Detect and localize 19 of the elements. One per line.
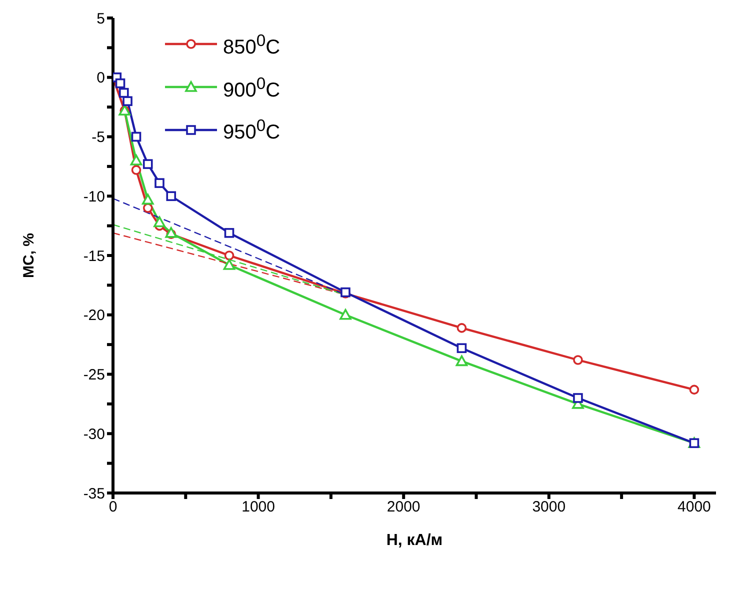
y-tick-label: -15 <box>83 248 105 265</box>
y-tick-label: -20 <box>83 307 105 324</box>
y-tick-label: -25 <box>83 366 105 384</box>
x-tick-label: 1000 <box>242 498 275 516</box>
y-tick-label: -10 <box>83 188 105 206</box>
y-axis-title: MC, % <box>20 233 38 278</box>
y-tick-label: 5 <box>96 10 105 28</box>
x-tick-label: 4000 <box>678 498 711 516</box>
legend-label: 850$^{0}$C <box>223 30 280 61</box>
x-tick-label: 0 <box>108 498 118 516</box>
y-tick-label: 0 <box>96 70 105 87</box>
x-axis-title: H, кА/м <box>386 532 443 549</box>
y-tick-label: -5 <box>92 129 105 146</box>
legend-label: 950$^{0}$C <box>223 115 280 146</box>
y-tick-label: -30 <box>83 426 105 443</box>
x-tick-label: 3000 <box>532 498 566 516</box>
x-tick-label: 2000 <box>386 498 420 516</box>
legend-label: 900$^{0}$C <box>223 72 280 104</box>
y-tick-label: -35 <box>83 485 105 502</box>
